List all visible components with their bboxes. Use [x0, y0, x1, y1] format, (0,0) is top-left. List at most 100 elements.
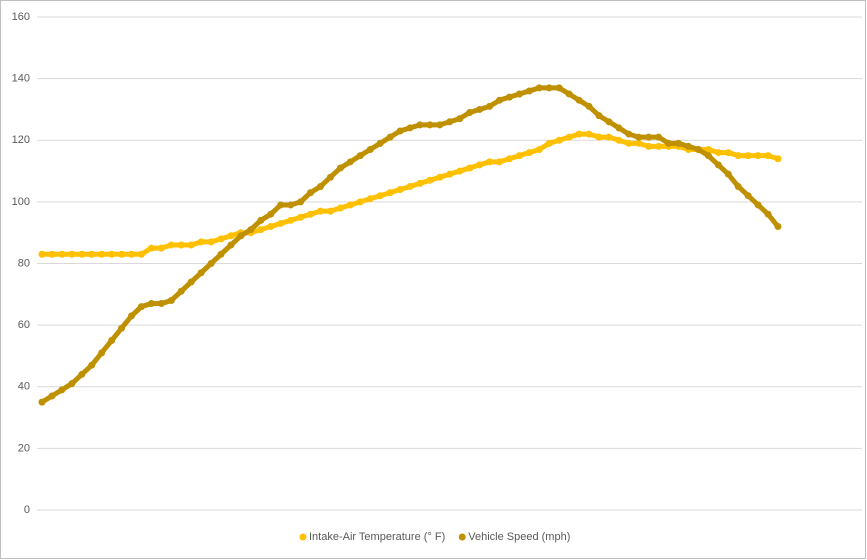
data-point	[515, 90, 523, 98]
data-point	[366, 195, 374, 203]
data-point	[754, 201, 762, 209]
data-point	[207, 238, 215, 246]
data-point	[316, 182, 324, 190]
legend-marker	[299, 533, 307, 541]
data-point	[684, 142, 692, 150]
data-point	[336, 204, 344, 212]
data-point	[575, 96, 583, 104]
data-point	[764, 210, 772, 218]
data-point	[376, 192, 384, 200]
data-point	[287, 201, 295, 209]
data-point	[486, 102, 494, 110]
data-point	[505, 93, 513, 101]
y-tick-label: 160	[12, 11, 30, 23]
data-point	[118, 250, 126, 258]
data-point	[58, 250, 66, 258]
data-point	[118, 324, 126, 332]
data-point	[416, 121, 424, 129]
data-point	[78, 250, 86, 258]
data-point	[187, 241, 195, 249]
data-point	[426, 121, 434, 129]
data-point	[147, 300, 155, 308]
data-point	[645, 142, 653, 150]
data-point	[505, 155, 513, 163]
data-point	[496, 96, 504, 104]
data-point	[326, 207, 334, 215]
legend-label: Vehicle Speed (mph)	[468, 531, 570, 543]
data-point	[525, 87, 533, 95]
data-point	[436, 121, 444, 129]
data-point	[565, 133, 573, 141]
data-point	[496, 158, 504, 166]
data-point	[774, 223, 782, 231]
data-point	[436, 173, 444, 181]
data-point	[714, 161, 722, 169]
data-point	[247, 226, 255, 234]
data-point	[744, 152, 752, 160]
data-point	[605, 118, 613, 126]
data-point	[48, 250, 56, 258]
data-point	[38, 398, 46, 406]
data-point	[167, 296, 175, 304]
data-point	[197, 269, 205, 277]
data-point	[585, 130, 593, 138]
data-point	[257, 226, 265, 234]
data-point	[326, 173, 334, 181]
data-point	[346, 158, 354, 166]
data-point	[366, 145, 374, 153]
y-tick-label: 80	[18, 257, 30, 269]
data-point	[545, 139, 553, 147]
data-point	[267, 223, 275, 231]
data-point	[724, 149, 732, 157]
data-point	[456, 115, 464, 123]
data-point	[277, 201, 285, 209]
data-point	[157, 300, 165, 308]
data-point	[346, 201, 354, 209]
data-point	[486, 158, 494, 166]
data-point	[615, 136, 623, 144]
data-point	[625, 130, 633, 138]
data-point	[704, 152, 712, 160]
data-point	[714, 149, 722, 157]
data-point	[207, 260, 215, 267]
data-point	[227, 241, 235, 249]
data-point	[396, 186, 404, 194]
data-point	[78, 370, 86, 378]
data-point	[197, 238, 205, 246]
data-point	[307, 210, 315, 218]
data-point	[466, 164, 474, 172]
data-point	[128, 312, 136, 320]
data-point	[257, 216, 265, 224]
data-point	[307, 189, 315, 197]
data-point	[734, 152, 742, 160]
data-point	[336, 164, 344, 172]
data-point	[446, 170, 454, 178]
data-point	[655, 142, 663, 150]
data-point	[217, 250, 225, 258]
y-tick-label: 0	[24, 504, 30, 516]
data-point	[426, 176, 434, 184]
data-point	[147, 244, 155, 252]
data-point	[605, 133, 613, 141]
data-point	[376, 139, 384, 147]
y-tick-label: 140	[12, 73, 30, 85]
data-point	[38, 250, 46, 258]
data-point	[356, 152, 364, 160]
data-point	[456, 167, 464, 175]
data-point	[635, 133, 643, 141]
data-point	[565, 90, 573, 98]
data-point	[525, 149, 533, 157]
data-point	[406, 182, 414, 190]
data-point	[267, 210, 275, 218]
legend: Intake-Air Temperature (° F) Vehicle Spee…	[299, 531, 570, 543]
data-point	[585, 102, 593, 110]
data-point	[645, 133, 653, 141]
data-point	[177, 241, 185, 249]
data-point	[88, 250, 96, 258]
data-point	[187, 278, 195, 286]
data-point	[137, 250, 145, 258]
data-point	[108, 250, 116, 258]
data-point	[466, 109, 474, 117]
